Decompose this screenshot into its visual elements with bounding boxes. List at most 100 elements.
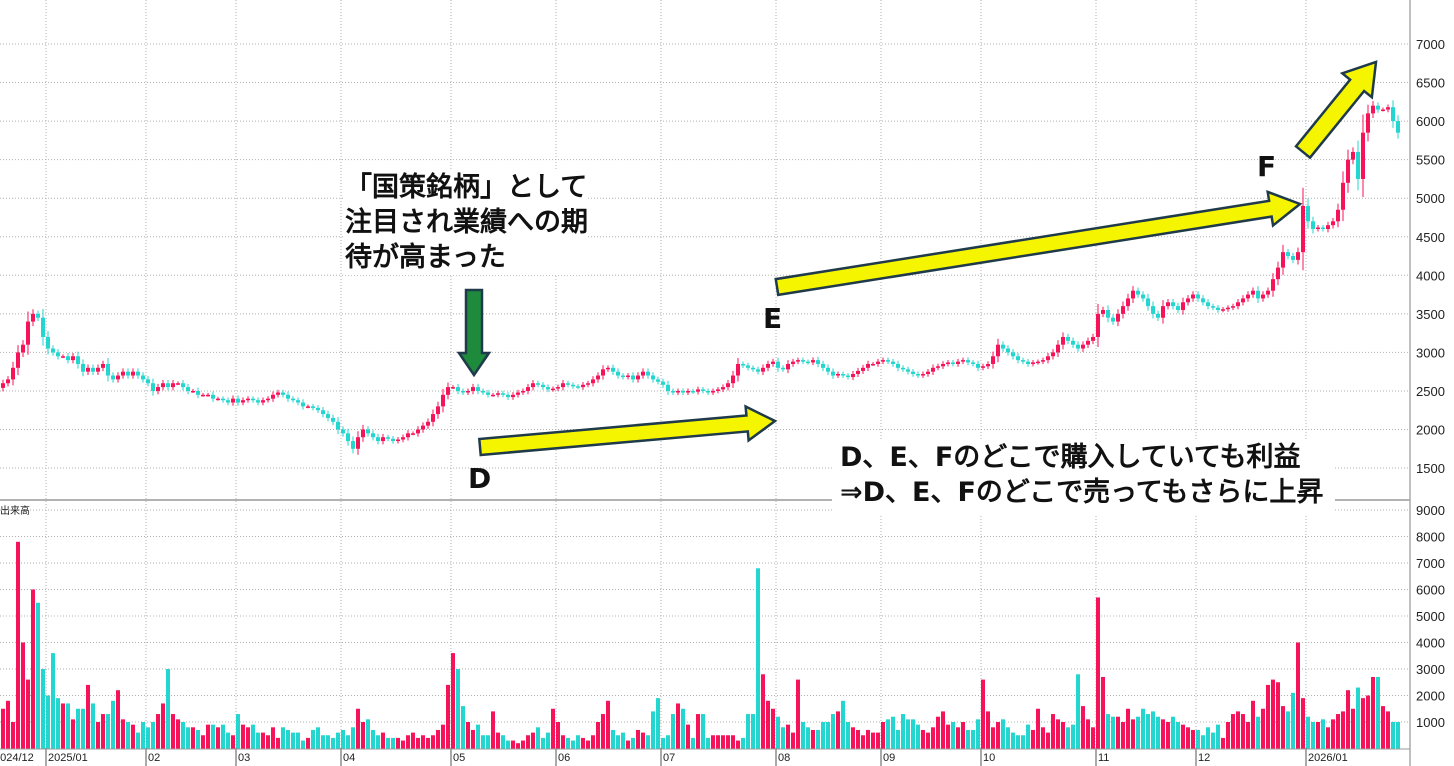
volume-bar (86, 684, 90, 749)
volume-bar (1181, 724, 1185, 749)
month-tick-label: 06 (558, 752, 570, 764)
candle-body (146, 379, 150, 384)
volume-bar (781, 727, 785, 749)
volume-bar (276, 737, 280, 749)
volume-bar (871, 732, 875, 749)
candle-body (996, 344, 1000, 357)
volume-bar (936, 716, 940, 749)
volume-bar (1021, 735, 1025, 749)
volume-bar (616, 735, 620, 749)
volume-bar (971, 729, 975, 749)
arrow-e-to-f (774, 189, 1303, 297)
volume-bar (336, 732, 340, 749)
candle-body (981, 366, 985, 368)
volume-bar (1111, 716, 1115, 749)
volume-bar (1211, 732, 1215, 749)
volume-bar (521, 740, 525, 749)
candle-body (1216, 307, 1220, 310)
candle-body (71, 356, 75, 361)
volume-bar (946, 724, 950, 749)
candle-body (326, 414, 330, 418)
volume-bar (1166, 722, 1170, 749)
candle-body (41, 317, 45, 337)
candle-body (1076, 344, 1080, 349)
volume-bar (976, 719, 980, 749)
candle-body (816, 360, 820, 364)
candle-body (926, 371, 930, 374)
volume-bar (481, 735, 485, 749)
volume-bar (626, 740, 630, 749)
month-tick-label: 10 (983, 752, 995, 764)
candle-body (821, 363, 825, 368)
volume-bar (686, 724, 690, 749)
candle-body (911, 371, 915, 374)
candle-body (1331, 221, 1335, 226)
volume-bar (386, 737, 390, 749)
volume-bar (466, 722, 470, 749)
volume-bar (1231, 714, 1235, 749)
volume-bar (1236, 711, 1240, 749)
note-line: 注目され業績への期 (345, 207, 588, 238)
candle-body (1186, 298, 1190, 303)
candle-body (136, 371, 140, 376)
volume-bar (756, 568, 760, 749)
candle-body (731, 375, 735, 384)
candle-body (6, 379, 10, 384)
summary-line: ⇒D、E、Fのどこで売ってもさらに上昇 (840, 477, 1324, 508)
volume-bar (286, 729, 290, 749)
volume-bar (506, 740, 510, 749)
candle-body (751, 367, 755, 370)
volume-bar (346, 735, 350, 749)
volume-bar (1261, 708, 1265, 749)
candle-body (1271, 279, 1275, 291)
volume-bar (81, 708, 85, 749)
label-f: F (1257, 150, 1277, 183)
volume-bar (586, 740, 590, 749)
candle-body (516, 392, 520, 395)
candle-body (1101, 309, 1105, 314)
volume-bar (846, 722, 850, 749)
candle-body (936, 366, 940, 368)
volume-bar (1221, 737, 1225, 749)
volume-bar (546, 732, 550, 749)
candle-body (946, 362, 950, 364)
volume-bar (1331, 719, 1335, 749)
candle-body (521, 390, 525, 393)
candle-body (1276, 267, 1280, 280)
volume-bar (661, 737, 665, 749)
volume-bar (671, 714, 675, 749)
candle-body (526, 387, 530, 391)
volume-bar (451, 653, 455, 749)
volume-bar (821, 722, 825, 749)
volume-tick-label: 1000 (1416, 715, 1445, 730)
candle-body (586, 383, 590, 385)
candle-body (571, 384, 575, 387)
volume-bar (1361, 698, 1365, 749)
volume-bar (751, 714, 755, 749)
volume-bar (1266, 684, 1270, 749)
volume-bar (31, 589, 35, 749)
volume-bar (491, 711, 495, 749)
volume-bar (16, 541, 20, 749)
volume-bar (501, 735, 505, 749)
candle-body (1171, 302, 1175, 307)
volume-bar (931, 727, 935, 749)
candle-body (711, 390, 715, 393)
price-tick-label: 5500 (1416, 153, 1445, 168)
candle-body (601, 369, 605, 376)
candle-body (386, 437, 390, 439)
candle-body (676, 390, 680, 393)
candle-body (681, 390, 685, 393)
candle-body (371, 433, 375, 438)
candle-body (331, 417, 335, 422)
volume-bar (476, 724, 480, 749)
candle-body (26, 321, 30, 345)
volume-bar (1076, 674, 1080, 749)
volume-bar (841, 700, 845, 749)
candle-body (651, 375, 655, 380)
candle-body (766, 363, 770, 368)
volume-bar (731, 735, 735, 749)
volume-bar (486, 735, 490, 749)
candle-body (436, 406, 440, 415)
candle-body (411, 433, 415, 435)
